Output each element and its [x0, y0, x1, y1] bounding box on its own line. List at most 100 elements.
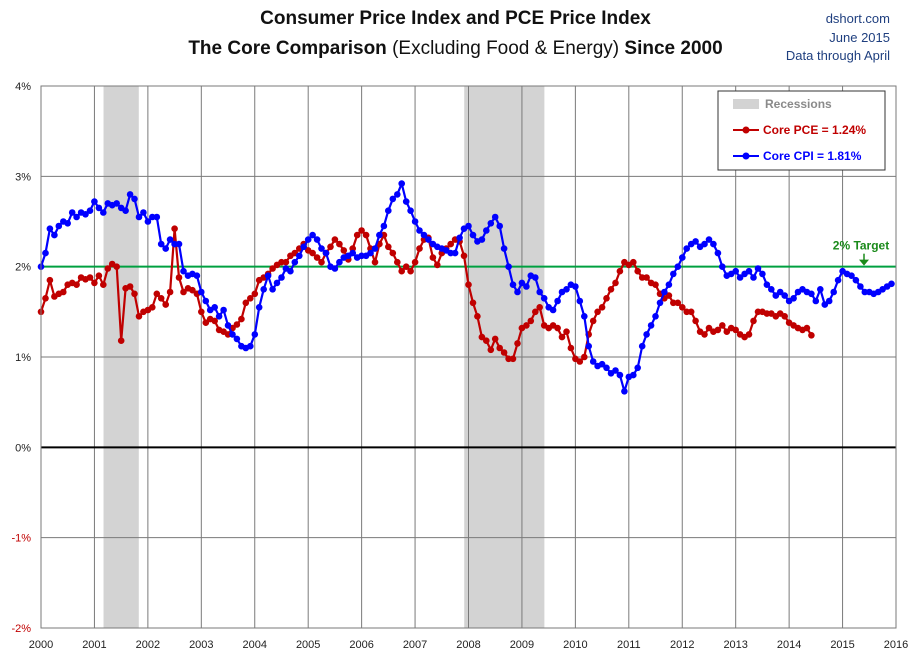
core-cpi-point [73, 213, 80, 221]
core-pce-point [808, 332, 815, 339]
core-pce-point [73, 281, 80, 289]
core-pce-point [487, 346, 495, 354]
core-pce-point [674, 299, 682, 307]
core-cpi-point [772, 292, 780, 299]
core-cpi-point [763, 281, 771, 289]
y-tick-label: 0% [15, 442, 31, 454]
core-cpi-point [540, 295, 548, 302]
core-pce-point [358, 227, 365, 234]
core-cpi-point [549, 306, 557, 314]
core-cpi-point [304, 236, 312, 243]
core-cpi-point [456, 234, 463, 242]
core-pce-point [149, 304, 156, 311]
core-cpi-point [852, 276, 860, 284]
legend-recession-label: Recessions [765, 97, 832, 111]
x-tick-label: 2004 [243, 639, 267, 651]
core-cpi-point [532, 274, 539, 281]
core-pce-point [714, 326, 722, 334]
core-cpi-point [380, 222, 388, 230]
core-pce-point [634, 267, 641, 275]
core-cpi-point [732, 267, 739, 275]
core-cpi-point [598, 360, 606, 368]
core-cpi-point [812, 297, 820, 305]
core-cpi-point [215, 313, 223, 320]
core-cpi-point [157, 240, 165, 248]
x-tick-label: 2015 [830, 639, 854, 651]
core-pce-point [251, 290, 259, 298]
core-pce-point [692, 317, 699, 325]
core-pce-point [558, 333, 566, 341]
x-tick-label: 2005 [296, 639, 320, 651]
core-pce-point [309, 249, 316, 257]
x-tick-label: 2013 [723, 639, 747, 651]
core-cpi-point [385, 207, 392, 214]
core-cpi-point [817, 286, 824, 293]
core-cpi-point [674, 263, 682, 271]
core-cpi-point [759, 270, 766, 278]
core-pce-point [233, 321, 241, 328]
y-tick-label: 2% [15, 262, 31, 274]
core-cpi-point [233, 335, 241, 343]
core-pce-point [701, 331, 708, 338]
core-cpi-point [82, 211, 89, 218]
core-cpi-point [247, 342, 254, 350]
core-cpi-point [309, 231, 316, 239]
core-cpi-point [554, 297, 561, 305]
core-cpi-point [264, 272, 272, 280]
core-pce-point [340, 247, 348, 254]
core-pce-point [781, 313, 788, 320]
core-cpi-point [202, 297, 210, 305]
core-cpi-point [113, 200, 120, 207]
core-cpi-point [389, 195, 397, 203]
core-pce-point [198, 308, 205, 316]
core-cpi-point [95, 204, 103, 212]
core-cpi-point [589, 358, 597, 365]
series-group [37, 180, 895, 395]
core-pce-point [135, 313, 143, 320]
chart-title-line2: The Core Comparison (Excluding Food & En… [0, 38, 911, 60]
core-pce-point [126, 283, 134, 290]
core-pce-point [282, 258, 290, 266]
core-cpi-point [318, 245, 325, 252]
core-pce-point [803, 324, 811, 332]
core-cpi-point [91, 198, 98, 205]
core-cpi-point [291, 258, 299, 266]
core-cpi-point [46, 225, 54, 232]
legend: Recessions Core PCE = 1.24% Core CPI = 1.8… [717, 90, 886, 171]
core-cpi-point [273, 279, 281, 287]
core-cpi-point [679, 254, 686, 261]
core-pce-point [313, 254, 321, 261]
core-pce-point [616, 267, 624, 275]
chart-title-line1: Consumer Price Index and PCE Price Index [260, 8, 651, 29]
source-label: dshort.com [825, 11, 890, 26]
core-cpi-point [42, 249, 49, 257]
core-pce-point [447, 240, 455, 248]
core-cpi-point [652, 313, 659, 320]
target-label: 2% Target [833, 239, 889, 253]
core-cpi-point [135, 213, 143, 221]
core-pce-point [607, 286, 615, 293]
core-pce-point [86, 274, 94, 281]
core-cpi-point [64, 220, 71, 227]
core-pce-point [594, 308, 601, 316]
x-tick-label: 2009 [510, 639, 534, 651]
y-tick-label: -1% [11, 533, 31, 545]
core-cpi-point [224, 322, 232, 329]
core-cpi-point [638, 342, 646, 350]
core-cpi-point [857, 283, 864, 290]
core-pce-point [95, 272, 103, 280]
data-note: Data through April [785, 48, 890, 63]
x-tick-label: 2010 [563, 639, 587, 651]
core-cpi-point [451, 249, 459, 257]
core-cpi-point [411, 218, 419, 225]
core-pce-point [91, 279, 98, 287]
core-cpi-point [402, 198, 410, 205]
core-pce-point [723, 328, 731, 336]
core-cpi-point [616, 371, 624, 379]
core-cpi-point [55, 222, 63, 230]
core-pce-point [100, 281, 107, 289]
core-cpi-point [322, 249, 330, 257]
core-cpi-point [211, 304, 218, 311]
core-pce-point [117, 337, 125, 345]
core-cpi-point [367, 249, 374, 257]
